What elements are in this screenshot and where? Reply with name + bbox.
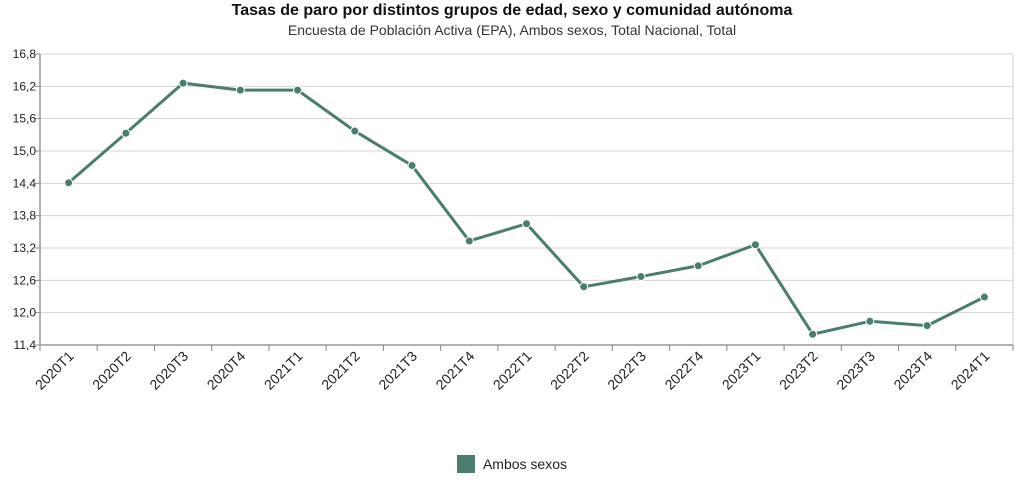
y-tick-label: 16,8: [13, 47, 37, 61]
data-point[interactable]: [64, 178, 74, 188]
y-tick-label: 15,6: [13, 112, 37, 126]
y-tick-label: 15,0: [13, 144, 37, 158]
x-tick-label: 2023T2: [776, 348, 821, 393]
data-point[interactable]: [922, 321, 932, 331]
x-tick-label: 2023T4: [890, 348, 935, 393]
data-point[interactable]: [808, 329, 818, 339]
data-point[interactable]: [750, 240, 760, 250]
legend: Ambos sexos: [0, 455, 1024, 473]
data-point[interactable]: [579, 282, 589, 292]
y-tick-label: 12,6: [13, 273, 37, 287]
x-tick-label: 2021T1: [261, 348, 306, 393]
y-axis: 11,4 12,0 12,6 13,2 13,8 14,4 15,0 15,6 16,2 16,8: [13, 47, 41, 352]
y-tick-label: 16,2: [13, 79, 37, 93]
y-tick-label: 14,4: [13, 176, 37, 190]
legend-label: Ambos sexos: [482, 456, 568, 472]
y-tick-label: 13,8: [13, 209, 37, 223]
data-point[interactable]: [464, 236, 474, 246]
data-point[interactable]: [235, 85, 245, 95]
data-point[interactable]: [865, 316, 875, 326]
data-point[interactable]: [121, 128, 131, 138]
x-axis: 2020T1 2020T2 2020T3 2020T4 2021T1 2021T2 2021…: [32, 344, 1014, 393]
x-tick-label: 2023T1: [719, 348, 764, 393]
x-tick-label: 2022T1: [490, 348, 535, 393]
series-line: [67, 81, 986, 336]
x-tick-label: 2020T1: [32, 348, 77, 393]
y-tick-label: 12,0: [13, 306, 37, 320]
data-point[interactable]: [522, 219, 531, 229]
plot-area: [39, 53, 1014, 346]
x-tick-label: 2022T2: [547, 348, 592, 393]
data-point[interactable]: [979, 292, 989, 302]
data-point[interactable]: [350, 126, 360, 136]
x-tick-label: 2021T3: [375, 348, 420, 393]
data-point[interactable]: [178, 78, 188, 88]
y-tick-label: 13,2: [13, 241, 37, 255]
legend-swatch: [456, 455, 475, 473]
x-tick-label: 2020T2: [89, 348, 134, 393]
chart-subtitle: Encuesta de Población Activa (EPA), Ambo…: [287, 22, 737, 38]
grid-lines: [39, 53, 1014, 346]
series-ambos-sexos: [64, 78, 989, 339]
chart-title: Tasas de paro por distintos grupos de ed…: [231, 2, 793, 19]
data-point[interactable]: [636, 272, 646, 282]
y-tick-label: 11,4: [14, 338, 37, 352]
x-tick-label: 2020T4: [204, 348, 249, 393]
data-point[interactable]: [293, 85, 303, 95]
data-point[interactable]: [693, 261, 703, 271]
x-tick-label: 2023T3: [833, 348, 878, 393]
x-tick-label: 2024T1: [948, 348, 993, 393]
data-point[interactable]: [407, 161, 417, 171]
x-tick-label: 2022T3: [604, 348, 649, 393]
x-tick-label: 2022T4: [661, 348, 706, 393]
x-tick-label: 2020T3: [146, 348, 191, 393]
x-tick-label: 2021T4: [432, 348, 477, 393]
x-tick-label: 2021T2: [318, 348, 363, 393]
